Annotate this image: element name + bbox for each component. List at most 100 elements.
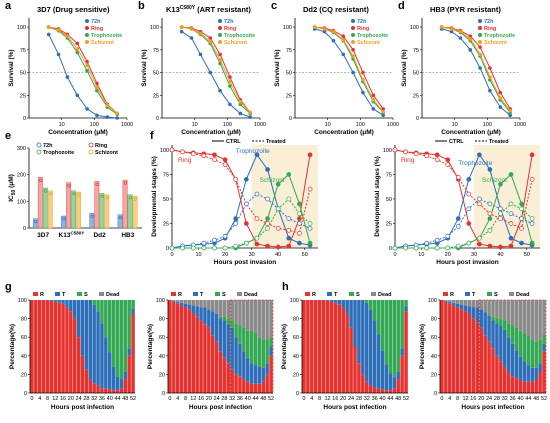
- stage-point-f-left: [297, 230, 302, 236]
- data-point-a: [105, 103, 110, 108]
- x-tick-label-g-left: 40: [107, 396, 113, 402]
- stage-point-f-right: [529, 240, 535, 246]
- stage-point-f-left: [243, 176, 249, 182]
- stack-segment-h-left: [376, 300, 381, 335]
- data-point-d: [498, 105, 503, 109]
- bar-e: [66, 182, 71, 229]
- stack-segment-g-right: [265, 300, 269, 340]
- stage-point-f-left: [243, 221, 249, 226]
- stack-segment-g-right: [234, 323, 238, 338]
- stack-segment-g-left: [41, 300, 46, 393]
- x-tick-label-f-right: 0: [393, 252, 396, 258]
- stack-segment-g-left: [96, 300, 100, 312]
- legend-marker-d: [478, 33, 482, 37]
- legend-label-h-left: Dead: [378, 292, 391, 298]
- stack-segment-g-right: [179, 302, 184, 306]
- stage-point-f-right: [498, 206, 503, 212]
- stack-segment-h-left: [404, 300, 408, 307]
- bar-e: [37, 177, 43, 229]
- stack-segment-h-left: [353, 300, 357, 347]
- stack-segment-h-left: [376, 388, 381, 393]
- panel-letter-h: h: [282, 281, 289, 293]
- stack-segment-g-right: [218, 316, 223, 319]
- stack-segment-h-right: [487, 315, 491, 342]
- x-axis-title-f-right: Hours post invasion: [436, 259, 499, 266]
- data-point-b: [238, 99, 243, 104]
- stage-point-f-left: [201, 153, 207, 159]
- x-tick-label-f-left: 20: [222, 252, 228, 258]
- panel-title-c: Dd2 (CQ resistant): [303, 5, 369, 14]
- stack-segment-g-right: [179, 305, 184, 393]
- title-sup: C580Y: [180, 5, 196, 11]
- data-point-b: [228, 102, 232, 107]
- stack-segment-g-left: [100, 300, 104, 324]
- stage-point-f-right: [392, 147, 398, 153]
- bar-point-e: [72, 192, 76, 196]
- stage-label-trophozoite: Trophozoite: [236, 148, 270, 155]
- data-point-b: [208, 70, 213, 75]
- panel-letter-e: e: [5, 130, 11, 142]
- stack-segment-h-right: [499, 300, 503, 319]
- stack-segment-h-right: [475, 307, 480, 323]
- y-tick-label-b: 100: [150, 25, 159, 31]
- legend-swatch-h-left: [371, 292, 376, 296]
- stage-point-f-left: [265, 221, 270, 226]
- stack-segment-h-right: [448, 300, 452, 302]
- stack-segment-g-left: [111, 366, 116, 391]
- legend-label-c: Schizont: [357, 40, 380, 46]
- stage-point-f-right: [529, 221, 535, 226]
- stack-segment-g-right: [207, 309, 211, 328]
- legend-label-d: 72h: [484, 19, 494, 25]
- stage-point-f-left: [190, 151, 196, 157]
- bar-e: [71, 190, 76, 229]
- legend-label-e: Ring: [95, 143, 107, 149]
- stage-point-f-right: [519, 216, 524, 221]
- legend-label-h-left: T: [334, 292, 338, 298]
- stack-segment-h-right: [463, 311, 468, 393]
- stack-segment-h-right: [444, 300, 448, 301]
- y-tick-label-e: 200: [17, 173, 26, 179]
- stage-point-f-right: [455, 224, 461, 229]
- fit-curve-a: [48, 26, 118, 114]
- stage-point-f-left: [254, 191, 260, 197]
- panel-letter-f: f: [150, 130, 154, 142]
- stage-label-ring: Ring: [178, 157, 192, 164]
- x-tick-label-f-left: 40: [275, 252, 281, 258]
- stack-segment-g-right: [261, 381, 266, 393]
- y-tick-label-g-right: 60: [159, 335, 165, 341]
- stack-segment-h-right: [538, 363, 542, 373]
- stack-segment-h-right: [471, 307, 476, 319]
- bar-point-e: [44, 189, 48, 193]
- stage-point-f-right: [392, 245, 398, 251]
- y-tick-label-d: 50: [413, 71, 419, 77]
- stage-point-f-right: [498, 181, 503, 187]
- stack-segment-h-right: [459, 304, 464, 310]
- y-tick-label-f-right: 25: [386, 221, 392, 227]
- stack-segment-g-right: [238, 343, 242, 377]
- stage-label-schizont: Schizont: [260, 177, 285, 184]
- data-point-a: [75, 41, 80, 46]
- stage-point-f-right: [477, 235, 482, 241]
- stage-point-f-right: [455, 175, 461, 180]
- legend-marker-b: [218, 19, 222, 23]
- data-point-c: [312, 25, 317, 29]
- x-tick-label-h-right: 36: [510, 396, 516, 402]
- stage-point-f-left: [233, 216, 239, 221]
- y-tick-label-f-right: 50: [386, 197, 392, 203]
- stack-segment-g-right: [199, 320, 203, 393]
- stage-point-f-left: [222, 245, 228, 251]
- stack-segment-h-right: [522, 361, 527, 382]
- data-point-c: [351, 70, 355, 75]
- stack-segment-h-left: [396, 371, 400, 380]
- stack-segment-h-right: [487, 300, 491, 314]
- y-tick-label-h-left: 20: [293, 372, 299, 378]
- stage-point-f-left: [265, 167, 270, 172]
- strain-part: K13: [59, 232, 71, 239]
- x-tick-label-e: K13C580Y: [59, 231, 85, 240]
- stack-segment-h-left: [357, 300, 361, 364]
- stage-point-f-left: [265, 196, 270, 202]
- stack-segment-h-right: [534, 367, 538, 380]
- data-point-c: [381, 109, 385, 114]
- x-tick-label-g-left: 44: [114, 396, 120, 402]
- stack-segment-h-right: [479, 300, 483, 310]
